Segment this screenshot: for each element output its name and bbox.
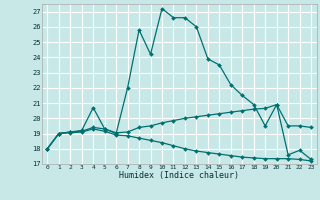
X-axis label: Humidex (Indice chaleur): Humidex (Indice chaleur)	[119, 171, 239, 180]
